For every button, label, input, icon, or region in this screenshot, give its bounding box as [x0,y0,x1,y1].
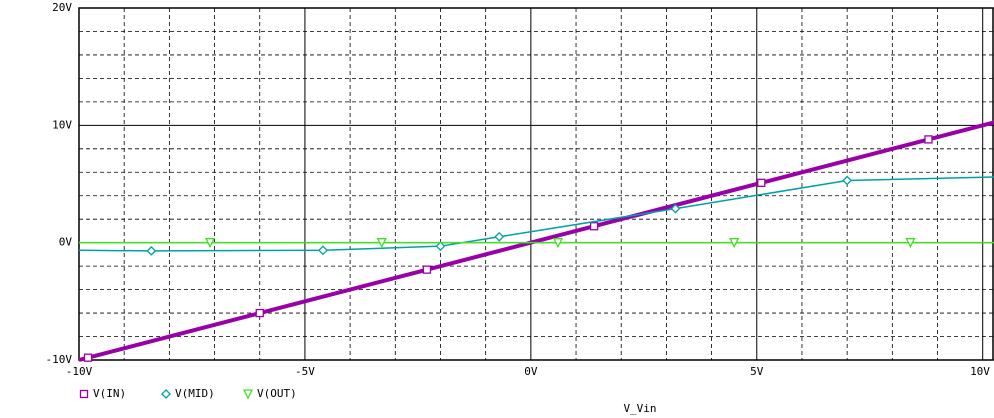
plot-frame [78,7,994,361]
x-axis-label: V_Vin [623,402,656,415]
data-point [318,245,328,256]
x-tick-label: 0V [524,365,538,378]
y-tick-label: 20V [52,1,72,14]
data-point [146,245,157,256]
legend-marker [161,389,171,399]
data-point [729,238,740,249]
legend-label: V(OUT) [257,387,297,400]
data-point [757,178,766,187]
data-point [435,241,446,252]
series-line [78,120,994,362]
data-point [924,135,933,144]
y-tick-label: 10V [52,118,72,131]
y-tick-label: 0V [59,236,73,249]
legend-label: V(IN) [93,387,126,400]
x-tick-label: -5V [295,365,315,378]
x-tick-label: -10V [66,365,93,378]
data-point [376,238,387,249]
x-tick-label: 10V [970,365,990,378]
data-point [422,265,432,274]
series-line [78,176,994,252]
data-point [255,308,264,318]
data-point [589,222,599,231]
data-point [204,238,216,249]
data-point [494,231,505,242]
data-point [83,353,93,362]
legend-marker [242,389,254,400]
legend-label: V(MID) [175,387,215,400]
x-tick-label: 5V [750,365,764,378]
y-tick-label: -10V [46,353,73,366]
data-point [552,238,564,249]
data-point [842,175,853,186]
legend-marker [79,389,89,399]
data-point [670,203,681,214]
data-point [905,238,916,249]
